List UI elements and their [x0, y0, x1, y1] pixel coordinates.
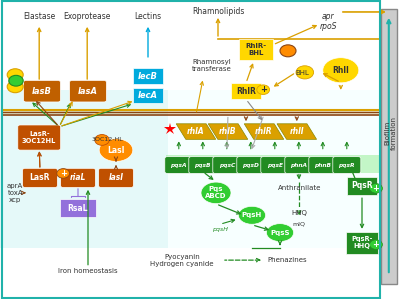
- Text: LasI: LasI: [107, 146, 125, 155]
- Text: lecB: lecB: [138, 72, 158, 81]
- Text: pqsB: pqsB: [194, 163, 211, 167]
- Text: PqsH: PqsH: [242, 212, 262, 218]
- Text: Lectins: Lectins: [134, 12, 162, 21]
- FancyBboxPatch shape: [22, 168, 58, 187]
- Bar: [0, 90, 168, 248]
- Text: lasA: lasA: [78, 87, 98, 96]
- Bar: [166, 155, 384, 173]
- Ellipse shape: [201, 182, 231, 204]
- Bar: [60, 199, 96, 217]
- Text: HHQ: HHQ: [291, 210, 307, 216]
- Bar: [133, 88, 163, 103]
- Text: mIQ: mIQ: [293, 221, 306, 226]
- Bar: [231, 83, 261, 99]
- Text: +: +: [60, 169, 67, 178]
- Text: RhlR-
BHL: RhlR- BHL: [246, 43, 266, 56]
- Text: RsaL: RsaL: [68, 204, 88, 213]
- Text: +: +: [372, 240, 380, 249]
- Text: rhlA: rhlA: [187, 127, 205, 136]
- FancyBboxPatch shape: [309, 157, 337, 173]
- Circle shape: [95, 135, 109, 145]
- Text: LasR-
3OC12HL: LasR- 3OC12HL: [22, 131, 56, 144]
- FancyBboxPatch shape: [70, 80, 106, 102]
- Text: pqsH: pqsH: [212, 227, 228, 232]
- Text: +: +: [260, 85, 267, 94]
- Text: pqsD: pqsD: [242, 163, 259, 167]
- Circle shape: [296, 66, 314, 79]
- FancyBboxPatch shape: [165, 157, 193, 173]
- FancyBboxPatch shape: [213, 157, 241, 173]
- Text: lasB: lasB: [32, 87, 52, 96]
- Bar: [347, 177, 377, 195]
- Text: Iron homeostasis: Iron homeostasis: [58, 269, 118, 274]
- Circle shape: [370, 184, 382, 193]
- Ellipse shape: [266, 224, 294, 242]
- Ellipse shape: [238, 206, 266, 224]
- Text: pqsA: pqsA: [170, 163, 187, 167]
- Text: PqsS: PqsS: [270, 230, 290, 236]
- Text: Pqs
ABCD: Pqs ABCD: [205, 186, 227, 199]
- Text: rhlR: rhlR: [255, 127, 273, 136]
- Polygon shape: [176, 124, 216, 139]
- Text: aprA
toxA
xcp: aprA toxA xcp: [7, 183, 23, 203]
- Text: PqsR-
HHQ: PqsR- HHQ: [351, 236, 373, 249]
- FancyBboxPatch shape: [98, 168, 134, 187]
- Text: Exoprotease: Exoprotease: [64, 12, 111, 21]
- Text: 3OC12-HL: 3OC12-HL: [91, 137, 123, 141]
- Circle shape: [57, 169, 70, 178]
- Text: LasR: LasR: [30, 173, 50, 182]
- Text: RhlR: RhlR: [236, 87, 256, 96]
- Text: Phenazines: Phenazines: [267, 257, 307, 263]
- Text: Pyocyanin
Hydrogen cyanide: Pyocyanin Hydrogen cyanide: [150, 254, 214, 267]
- Text: Rhamnolipids: Rhamnolipids: [192, 7, 244, 16]
- Circle shape: [370, 240, 382, 249]
- Text: rhlB: rhlB: [219, 127, 237, 136]
- FancyBboxPatch shape: [189, 157, 217, 173]
- Text: Anthranilate: Anthranilate: [278, 185, 321, 191]
- Text: BHL: BHL: [295, 70, 309, 76]
- Bar: [239, 39, 273, 60]
- Circle shape: [280, 45, 296, 57]
- Circle shape: [7, 69, 23, 81]
- Text: lasI: lasI: [108, 173, 124, 182]
- Polygon shape: [244, 124, 284, 139]
- Text: pqsR: pqsR: [338, 163, 355, 167]
- Text: Biofilm
formation: Biofilm formation: [384, 116, 397, 150]
- Text: riaL: riaL: [70, 173, 86, 182]
- FancyBboxPatch shape: [333, 157, 361, 173]
- Text: apr
rpoS: apr rpoS: [319, 12, 337, 31]
- Bar: [346, 232, 378, 254]
- Text: phnB: phnB: [314, 163, 331, 167]
- Circle shape: [9, 75, 23, 86]
- FancyBboxPatch shape: [261, 157, 289, 173]
- FancyBboxPatch shape: [237, 157, 265, 173]
- Text: Elastase: Elastase: [23, 12, 55, 21]
- Polygon shape: [277, 124, 317, 139]
- Text: pqsE: pqsE: [267, 163, 283, 167]
- Text: RhlI: RhlI: [332, 66, 349, 75]
- Ellipse shape: [99, 139, 133, 161]
- FancyBboxPatch shape: [24, 80, 60, 102]
- Text: rhlI: rhlI: [290, 127, 304, 136]
- Ellipse shape: [323, 58, 359, 83]
- Text: Rhamnosyl
transferase: Rhamnosyl transferase: [192, 59, 232, 72]
- FancyBboxPatch shape: [285, 157, 313, 173]
- Bar: [133, 68, 163, 84]
- Text: PqsR: PqsR: [351, 181, 373, 190]
- Text: phnA: phnA: [290, 163, 307, 167]
- Bar: [381, 9, 397, 284]
- Bar: [0, 90, 384, 248]
- Polygon shape: [208, 124, 248, 139]
- Text: pqsC: pqsC: [219, 163, 235, 167]
- Text: +: +: [372, 184, 380, 193]
- Circle shape: [7, 81, 23, 93]
- FancyBboxPatch shape: [61, 168, 95, 187]
- Circle shape: [257, 85, 270, 94]
- Text: lecA: lecA: [138, 91, 158, 100]
- FancyBboxPatch shape: [18, 125, 61, 150]
